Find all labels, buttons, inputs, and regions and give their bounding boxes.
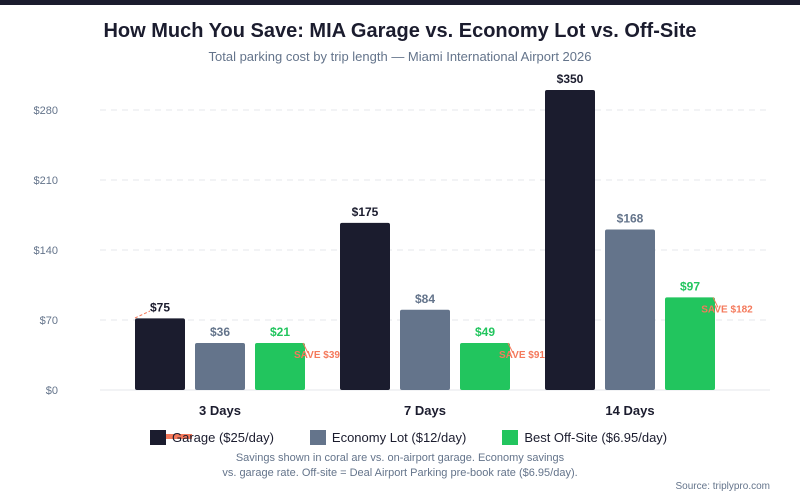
data-label: $84	[415, 292, 435, 306]
bar-garage	[545, 90, 595, 390]
legend-swatch-garage	[150, 430, 166, 445]
bar-offsite	[665, 297, 715, 390]
y-tick-label: $210	[34, 175, 58, 187]
savings-label: SAVE $39	[294, 350, 340, 361]
y-tick-label: $140	[34, 245, 58, 257]
legend-item-economy: Economy Lot ($12/day)	[309, 430, 467, 445]
source-credit: Source: triplypro.com	[675, 481, 770, 492]
legend-label: Garage ($25/day)	[172, 430, 274, 445]
top-accent-bar	[0, 0, 800, 5]
data-label: $49	[475, 325, 495, 339]
legend-label: Best Off-Site ($6.95/day)	[524, 430, 668, 445]
bar-offsite	[255, 343, 305, 390]
legend-item-offsite: Best Off-Site ($6.95/day)	[502, 430, 667, 445]
savings-leader-line	[712, 297, 719, 308]
y-tick-label: $0	[46, 385, 58, 397]
savings-leader-line	[302, 342, 309, 354]
y-tick-label: $70	[40, 315, 58, 327]
legend-label: Economy Lot ($12/day)	[331, 430, 467, 445]
legend: Garage ($25/day) Economy Lot ($12/day) B…	[150, 430, 703, 445]
legend-swatch-economy	[309, 430, 326, 445]
bar-garage	[135, 318, 185, 390]
data-label: $21	[270, 325, 290, 339]
footnote-line: vs. garage rate. Off-site = Deal Airport…	[222, 467, 578, 479]
legend-savings-marker	[166, 434, 192, 439]
x-category-label: 7 Days	[404, 403, 446, 418]
bar-economy	[195, 343, 245, 390]
footnote-line: Savings shown in coral are vs. on-airpor…	[235, 452, 565, 464]
chart-plot: $0 $70 $140 $210 $280 $75 $36 $21 SAVE $39 3 Days…	[34, 72, 770, 418]
data-label: $97	[680, 279, 700, 293]
bar-economy	[605, 229, 655, 390]
savings-connector	[134, 310, 151, 319]
savings-leader-line	[507, 342, 514, 354]
chart-subtitle: Total parking cost by trip length — Miam…	[208, 49, 592, 64]
data-label: $36	[210, 325, 230, 339]
data-label: $175	[352, 205, 379, 219]
savings-label: SAVE $91	[499, 350, 545, 361]
bar-garage	[340, 222, 390, 390]
chart-title: How Much You Save: MIA Garage vs. Econom…	[103, 20, 697, 42]
legend-swatch-offsite	[502, 430, 519, 445]
data-label: $350	[557, 72, 584, 86]
x-category-label: 14 Days	[605, 403, 654, 418]
bar-offsite	[460, 343, 510, 390]
data-label: $75	[150, 300, 170, 314]
data-label: $168	[617, 212, 644, 226]
footnote: Savings shown in coral are vs. on-airpor…	[0, 451, 800, 481]
savings-label: SAVE $182	[701, 304, 753, 315]
legend-item-garage: Garage ($25/day)	[150, 430, 274, 445]
bar-economy	[400, 309, 450, 390]
y-tick-label: $280	[34, 105, 58, 117]
x-category-label: 3 Days	[199, 403, 241, 418]
